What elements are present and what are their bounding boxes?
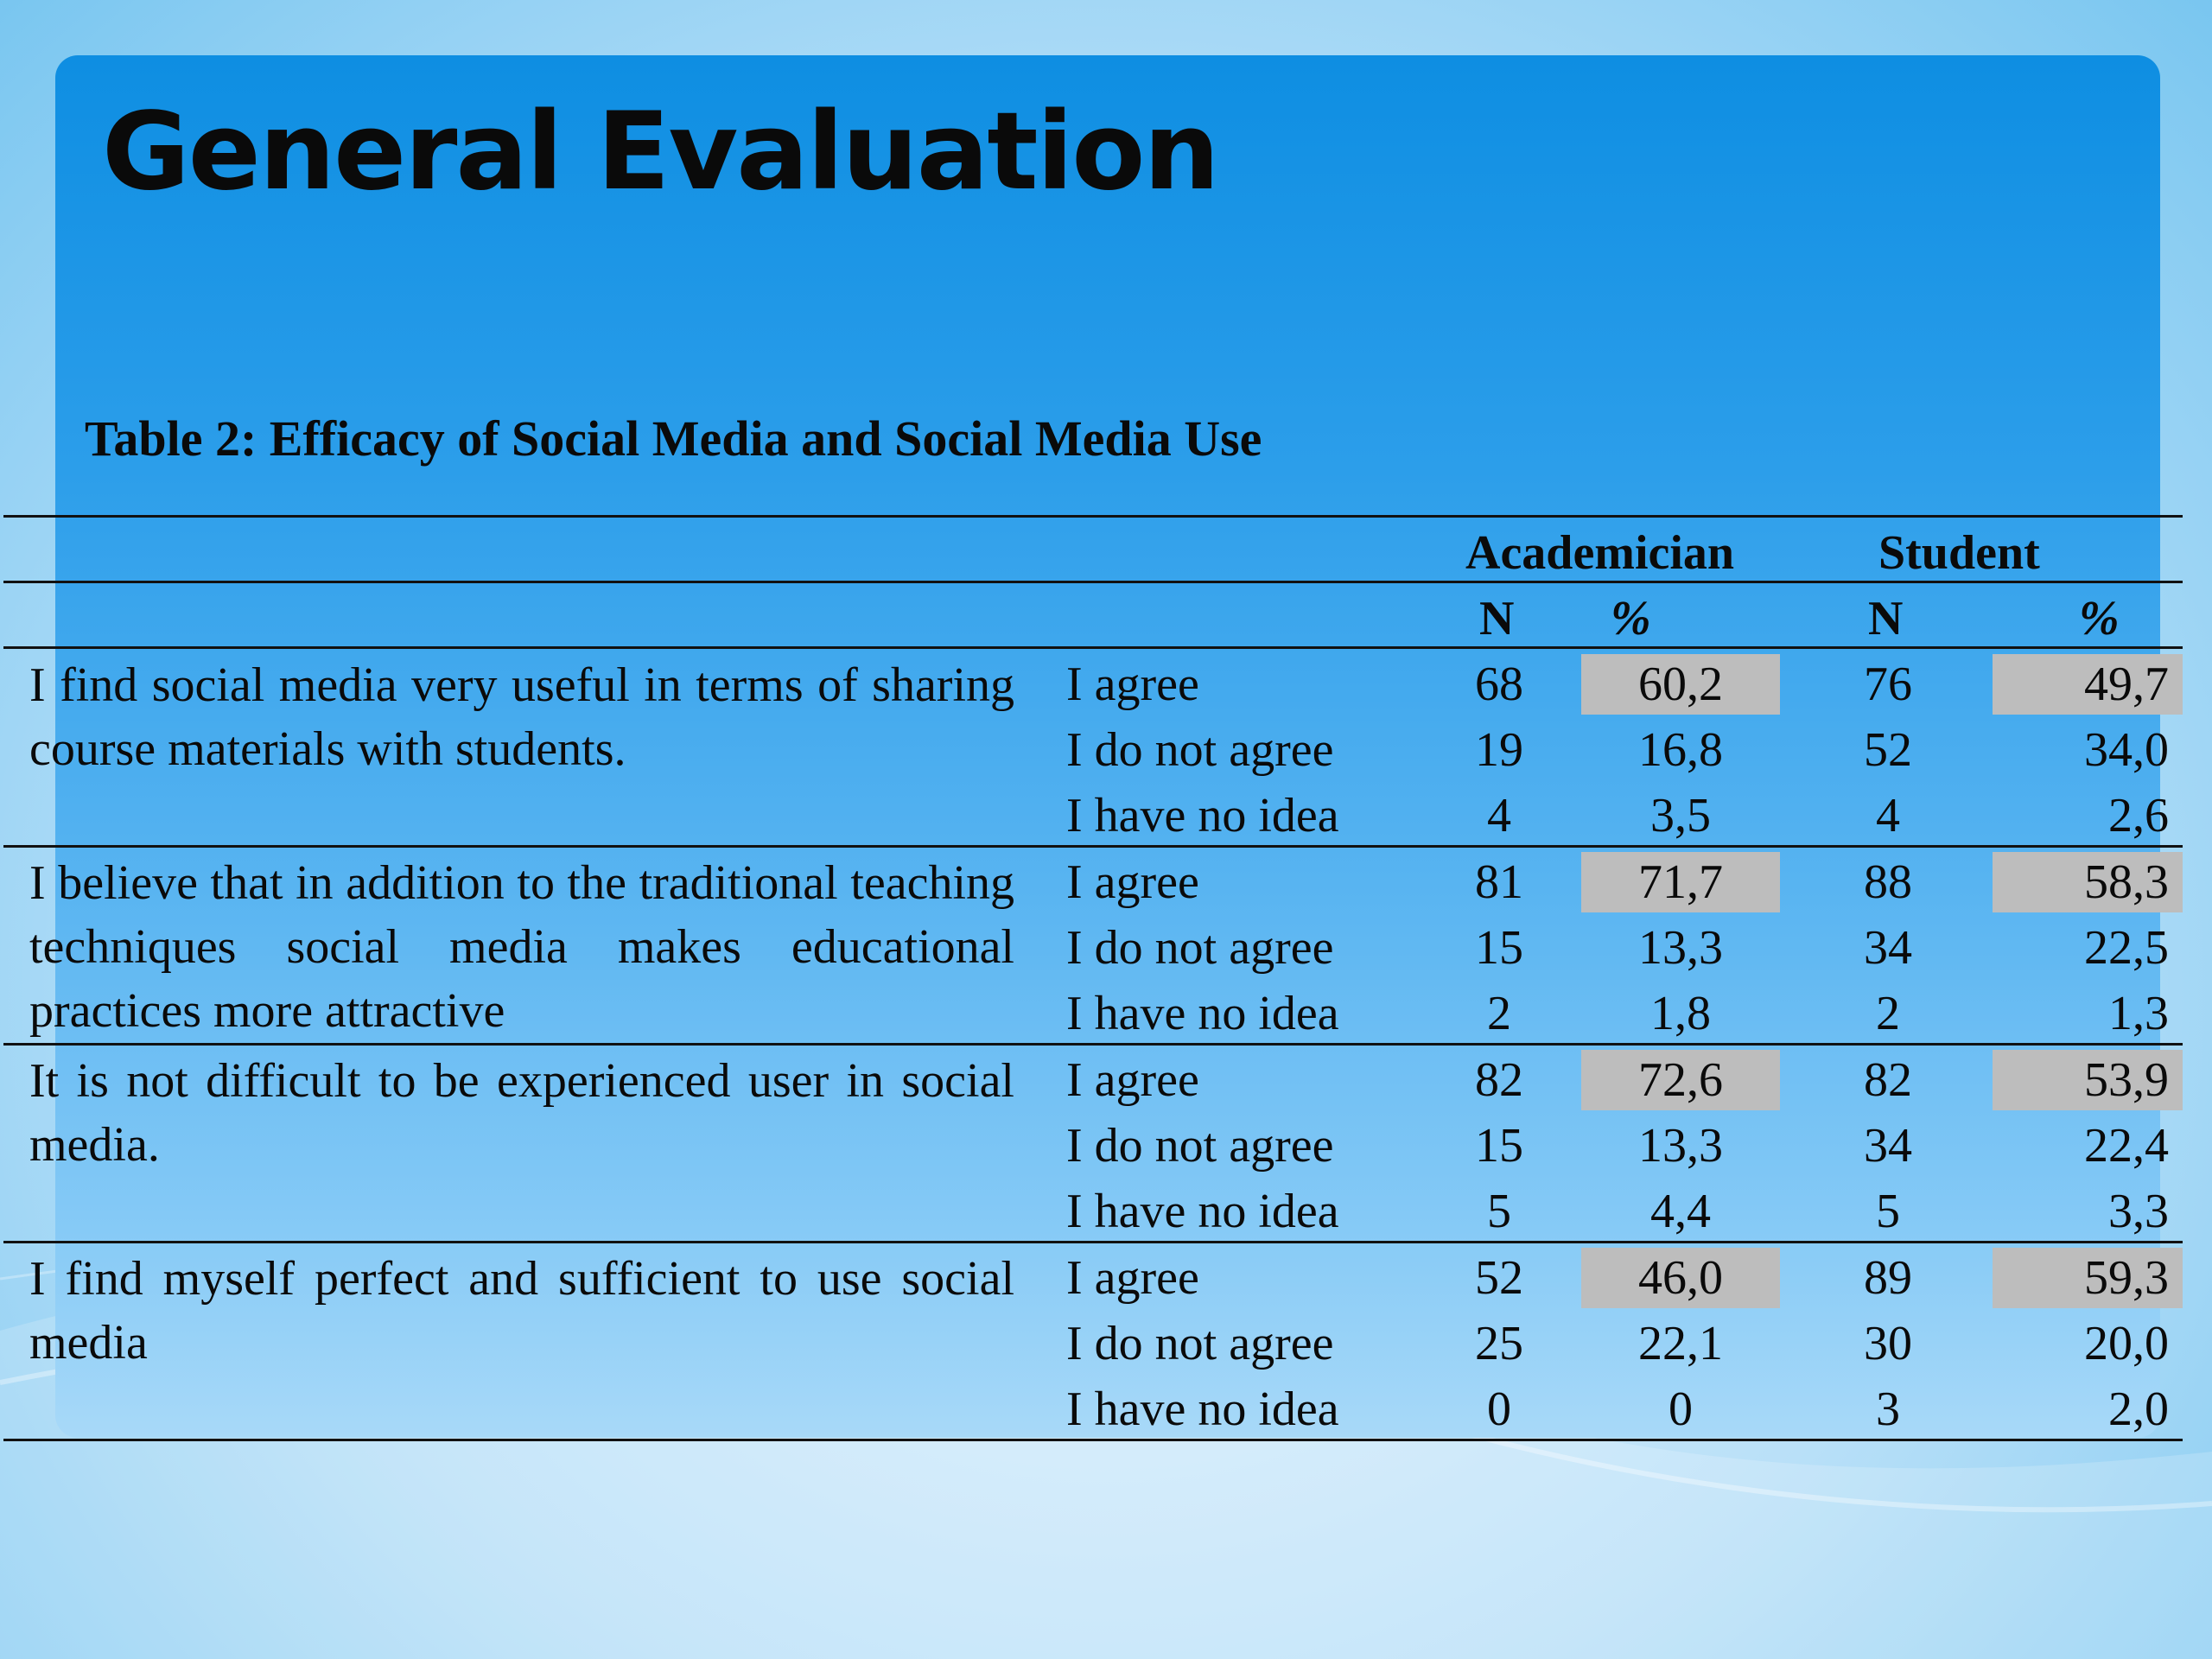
group-header-academician: Academician	[1465, 526, 1735, 580]
highlight-student-agree	[1993, 1248, 2183, 1308]
student-pct-cell: 58,3	[2084, 855, 2169, 909]
academician-n-cell: 5	[1487, 1185, 1511, 1238]
subheader-student-n: N	[1868, 592, 1904, 645]
academician-n-cell: 81	[1475, 855, 1523, 909]
group-header-rule	[3, 581, 2183, 583]
table-bottom-rule	[3, 1439, 2183, 1441]
academician-pct-cell: 13,3	[1638, 921, 1723, 975]
academician-pct-cell: 1,8	[1650, 987, 1711, 1040]
academician-pct-cell: 4,4	[1650, 1185, 1711, 1238]
highlight-student-agree	[1993, 1050, 2183, 1110]
academician-pct-cell: 13,3	[1638, 1119, 1723, 1173]
student-pct-cell: 20,0	[2084, 1317, 2169, 1370]
response-label: I agree	[1066, 1251, 1199, 1305]
student-pct-cell: 22,4	[2084, 1119, 2169, 1173]
student-pct-cell: 2,6	[2108, 789, 2169, 842]
academician-pct-cell: 46,0	[1638, 1251, 1723, 1305]
academician-n-cell: 0	[1487, 1382, 1511, 1436]
academician-pct-cell: 72,6	[1638, 1053, 1723, 1107]
content-panel	[55, 55, 2160, 1438]
student-n-cell: 52	[1864, 723, 1912, 777]
subheader-academician-pct: %	[1611, 592, 1651, 645]
response-label: I have no idea	[1066, 1185, 1339, 1238]
highlight-academician-agree	[1581, 654, 1780, 715]
student-n-cell: 2	[1876, 987, 1900, 1040]
academician-n-cell: 2	[1487, 987, 1511, 1040]
row-separator-rule	[3, 1043, 2183, 1046]
table-caption: Table 2: Efficacy of Social Media and So…	[85, 410, 1262, 467]
academician-n-cell: 4	[1487, 789, 1511, 842]
student-n-cell: 30	[1864, 1317, 1912, 1370]
academician-n-cell: 68	[1475, 658, 1523, 711]
academician-pct-cell: 0	[1669, 1382, 1693, 1436]
response-label: I do not agree	[1066, 1119, 1334, 1173]
student-n-cell: 34	[1864, 921, 1912, 975]
student-pct-cell: 34,0	[2084, 723, 2169, 777]
slide-title: General Evaluation	[102, 90, 1220, 214]
response-label: I have no idea	[1066, 789, 1339, 842]
response-label: I have no idea	[1066, 987, 1339, 1040]
student-pct-cell: 3,3	[2108, 1185, 2169, 1238]
subheader-rule	[3, 646, 2183, 649]
student-n-cell: 76	[1864, 658, 1912, 711]
student-n-cell: 5	[1876, 1185, 1900, 1238]
student-pct-cell: 2,0	[2108, 1382, 2169, 1436]
student-n-cell: 89	[1864, 1251, 1912, 1305]
statement-text: It is not difficult to be experienced us…	[29, 1054, 1014, 1172]
subheader-academician-n: N	[1479, 592, 1515, 645]
academician-pct-cell: 22,1	[1638, 1317, 1723, 1370]
academician-n-cell: 52	[1475, 1251, 1523, 1305]
statement-text: I find myself perfect and sufficient to …	[29, 1252, 1014, 1370]
academician-n-cell: 15	[1475, 921, 1523, 975]
student-n-cell: 88	[1864, 855, 1912, 909]
highlight-academician-agree	[1581, 852, 1780, 912]
academician-n-cell: 25	[1475, 1317, 1523, 1370]
student-pct-cell: 1,3	[2108, 987, 2169, 1040]
response-label: I have no idea	[1066, 1382, 1339, 1436]
group-header-student: Student	[1878, 526, 2040, 580]
row-separator-rule	[3, 845, 2183, 848]
academician-n-cell: 19	[1475, 723, 1523, 777]
statement-text: I believe that in addition to the tradit…	[29, 856, 1014, 1038]
student-pct-cell: 59,3	[2084, 1251, 2169, 1305]
student-pct-cell: 49,7	[2084, 658, 2169, 711]
response-label: I agree	[1066, 658, 1199, 711]
response-label: I do not agree	[1066, 723, 1334, 777]
highlight-student-agree	[1993, 654, 2183, 715]
response-label: I do not agree	[1066, 921, 1334, 975]
highlight-academician-agree	[1581, 1050, 1780, 1110]
academician-n-cell: 15	[1475, 1119, 1523, 1173]
response-label: I agree	[1066, 1053, 1199, 1107]
student-n-cell: 34	[1864, 1119, 1912, 1173]
student-pct-cell: 22,5	[2084, 921, 2169, 975]
student-pct-cell: 53,9	[2084, 1053, 2169, 1107]
subheader-student-pct: %	[2079, 592, 2120, 645]
academician-pct-cell: 60,2	[1638, 658, 1723, 711]
student-n-cell: 82	[1864, 1053, 1912, 1107]
student-n-cell: 4	[1876, 789, 1900, 842]
student-n-cell: 3	[1876, 1382, 1900, 1436]
academician-n-cell: 82	[1475, 1053, 1523, 1107]
academician-pct-cell: 3,5	[1650, 789, 1711, 842]
academician-pct-cell: 71,7	[1638, 855, 1723, 909]
statement-text: I find social media very useful in terms…	[29, 658, 1014, 776]
response-label: I do not agree	[1066, 1317, 1334, 1370]
row-separator-rule	[3, 1241, 2183, 1243]
academician-pct-cell: 16,8	[1638, 723, 1723, 777]
response-label: I agree	[1066, 855, 1199, 909]
table-top-rule	[3, 515, 2183, 518]
highlight-student-agree	[1993, 852, 2183, 912]
highlight-academician-agree	[1581, 1248, 1780, 1308]
